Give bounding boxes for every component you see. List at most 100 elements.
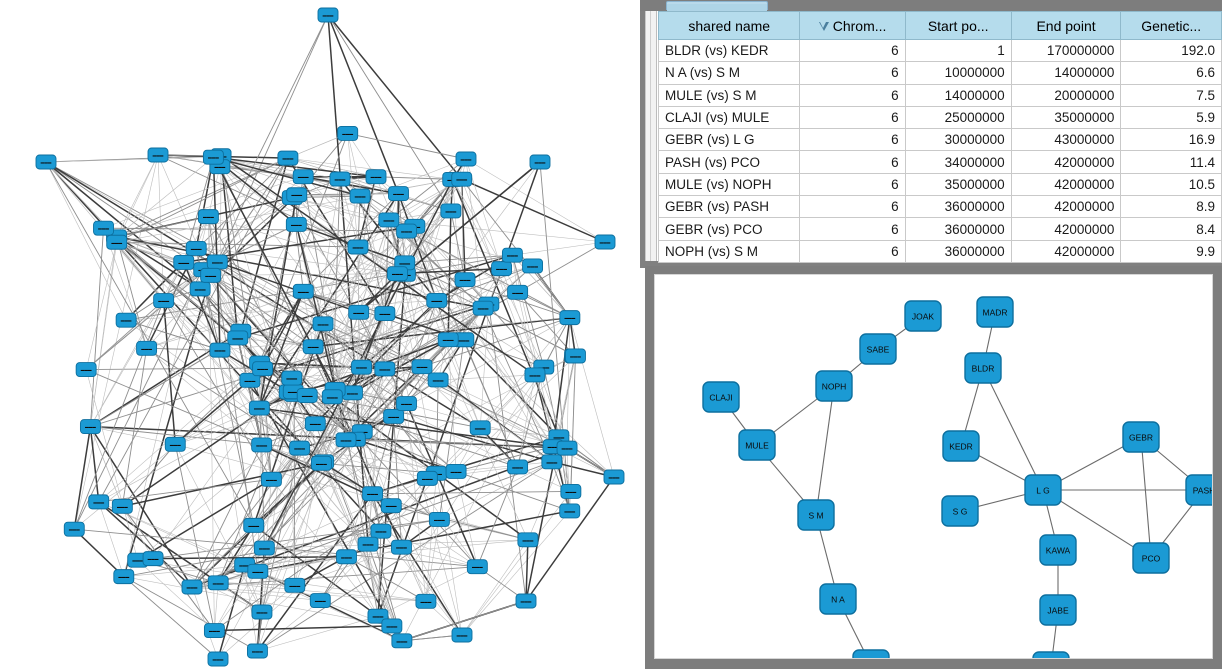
dense-network-edge[interactable] [116, 216, 209, 238]
dense-network-edge[interactable] [175, 407, 260, 445]
node-shape[interactable] [859, 333, 897, 365]
dense-network-edge[interactable] [488, 303, 527, 602]
dense-network-edge[interactable] [570, 355, 576, 492]
cell-genetic[interactable]: 10.5 [1120, 172, 1222, 197]
dense-network-edge[interactable] [425, 519, 440, 602]
dense-network-edge[interactable] [287, 157, 377, 178]
dense-network-edge[interactable] [296, 224, 394, 417]
sort-descending-icon[interactable] [818, 21, 830, 32]
table-row[interactable]: MULE (vs) NOPH 6 35000000 42000000 10.5 [657, 172, 1222, 197]
dense-network-edge[interactable] [357, 247, 359, 313]
subnetwork-node[interactable]: N A [819, 583, 857, 615]
dense-network-edge[interactable] [463, 339, 560, 438]
dense-network-edge[interactable] [220, 155, 536, 376]
dense-network-edge[interactable] [371, 493, 463, 636]
dense-network-edge[interactable] [261, 230, 407, 613]
dense-network-edge[interactable] [146, 348, 262, 446]
dense-network-edge[interactable] [327, 14, 463, 180]
dense-network-edge[interactable] [220, 155, 272, 480]
dense-network-edge[interactable] [436, 473, 463, 636]
dense-network-edge[interactable] [436, 379, 439, 474]
node-shape[interactable] [942, 430, 980, 462]
dense-network-edge[interactable] [191, 586, 219, 660]
dense-network-edge[interactable] [461, 510, 570, 636]
dense-network-edge[interactable] [377, 274, 407, 617]
dense-network-edge[interactable] [45, 161, 127, 321]
dense-network-node[interactable] [164, 436, 186, 452]
dense-network-node[interactable] [329, 171, 351, 187]
dense-network-node[interactable] [111, 498, 133, 514]
dense-network-node[interactable] [335, 432, 357, 448]
dense-network-node[interactable] [391, 539, 412, 555]
dense-network-edge[interactable] [89, 426, 100, 502]
dense-network-edge[interactable] [214, 571, 259, 631]
dense-network-edge[interactable] [532, 265, 571, 318]
dense-network-edge[interactable] [146, 288, 201, 349]
node-shape[interactable] [797, 499, 835, 531]
dense-network-edge[interactable] [384, 230, 407, 369]
column-header-start-point[interactable]: Start po... [904, 11, 1012, 40]
dense-network-node[interactable] [541, 454, 563, 470]
dense-network-edge[interactable] [517, 291, 575, 357]
dense-network-edge[interactable] [517, 366, 545, 468]
dense-network-edge[interactable] [346, 493, 373, 557]
dense-network-edge[interactable] [512, 241, 606, 256]
dense-network-edge[interactable] [558, 355, 576, 437]
node-shape[interactable] [1185, 474, 1212, 506]
dense-network-edge[interactable] [406, 230, 571, 319]
dense-network-edge[interactable] [405, 274, 529, 540]
dense-network-edge[interactable] [525, 539, 529, 602]
dense-network-node[interactable] [247, 563, 269, 579]
dense-network-node[interactable] [357, 536, 379, 552]
dense-network-node[interactable] [147, 147, 169, 163]
dense-network-node[interactable] [292, 169, 314, 185]
dense-network-node[interactable] [284, 577, 306, 593]
subnetwork-node[interactable]: ALMCH [1032, 651, 1070, 658]
dense-network-node[interactable] [136, 340, 158, 356]
dense-network-edge[interactable] [406, 230, 554, 447]
dense-network-edge[interactable] [401, 547, 427, 602]
dense-network-node[interactable] [411, 359, 433, 375]
dense-network-node[interactable] [239, 372, 261, 388]
subnetwork-edge[interactable] [815, 385, 835, 516]
cell-end_point[interactable]: 42000000 [1010, 150, 1122, 174]
dense-network-edge[interactable] [406, 230, 449, 340]
cell-genetic[interactable]: 192.0 [1120, 38, 1222, 63]
dense-network-edge[interactable] [146, 347, 220, 351]
dense-network-edge[interactable] [89, 228, 104, 427]
subnetwork-node[interactable]: JABE [1039, 594, 1077, 626]
dense-network-edge[interactable] [249, 379, 393, 627]
dense-network-node[interactable] [349, 188, 371, 204]
dense-network-edge[interactable] [476, 466, 519, 567]
dense-network-node[interactable] [304, 416, 326, 432]
dense-network-edge[interactable] [455, 471, 478, 567]
cell-genetic[interactable]: 7.5 [1120, 83, 1222, 107]
dense-network-node[interactable] [517, 532, 539, 548]
dense-network-edge[interactable] [321, 392, 353, 464]
dense-network-edge[interactable] [213, 156, 361, 197]
dense-network-edge[interactable] [116, 241, 197, 249]
dense-network-node[interactable] [559, 503, 581, 519]
cell-shared_name[interactable]: MULE (vs) S M [657, 83, 801, 107]
dense-network-edge[interactable] [327, 14, 400, 194]
dense-network-edge[interactable] [213, 156, 341, 180]
dense-network-edge[interactable] [447, 339, 457, 472]
dense-network-edge[interactable] [261, 444, 369, 545]
dense-network-node[interactable] [93, 220, 114, 236]
dense-network-edge[interactable] [174, 444, 215, 631]
dense-network-node[interactable] [63, 521, 85, 537]
dense-network-edge[interactable] [217, 261, 242, 332]
node-shape[interactable] [1032, 651, 1070, 658]
dense-network-node[interactable] [370, 523, 392, 539]
dense-network-edge[interactable] [90, 425, 568, 449]
dense-network-edge[interactable] [264, 547, 347, 558]
dense-network-edge[interactable] [384, 219, 390, 314]
dense-network-edge[interactable] [122, 444, 176, 507]
dense-network-edge[interactable] [73, 154, 159, 530]
dense-network-edge[interactable] [258, 291, 304, 409]
dense-network-edge[interactable] [98, 501, 193, 588]
dense-network-edge[interactable] [208, 216, 398, 274]
dense-network-node[interactable] [312, 316, 334, 332]
node-shape[interactable] [1024, 474, 1062, 506]
dense-network-edge[interactable] [357, 196, 361, 248]
